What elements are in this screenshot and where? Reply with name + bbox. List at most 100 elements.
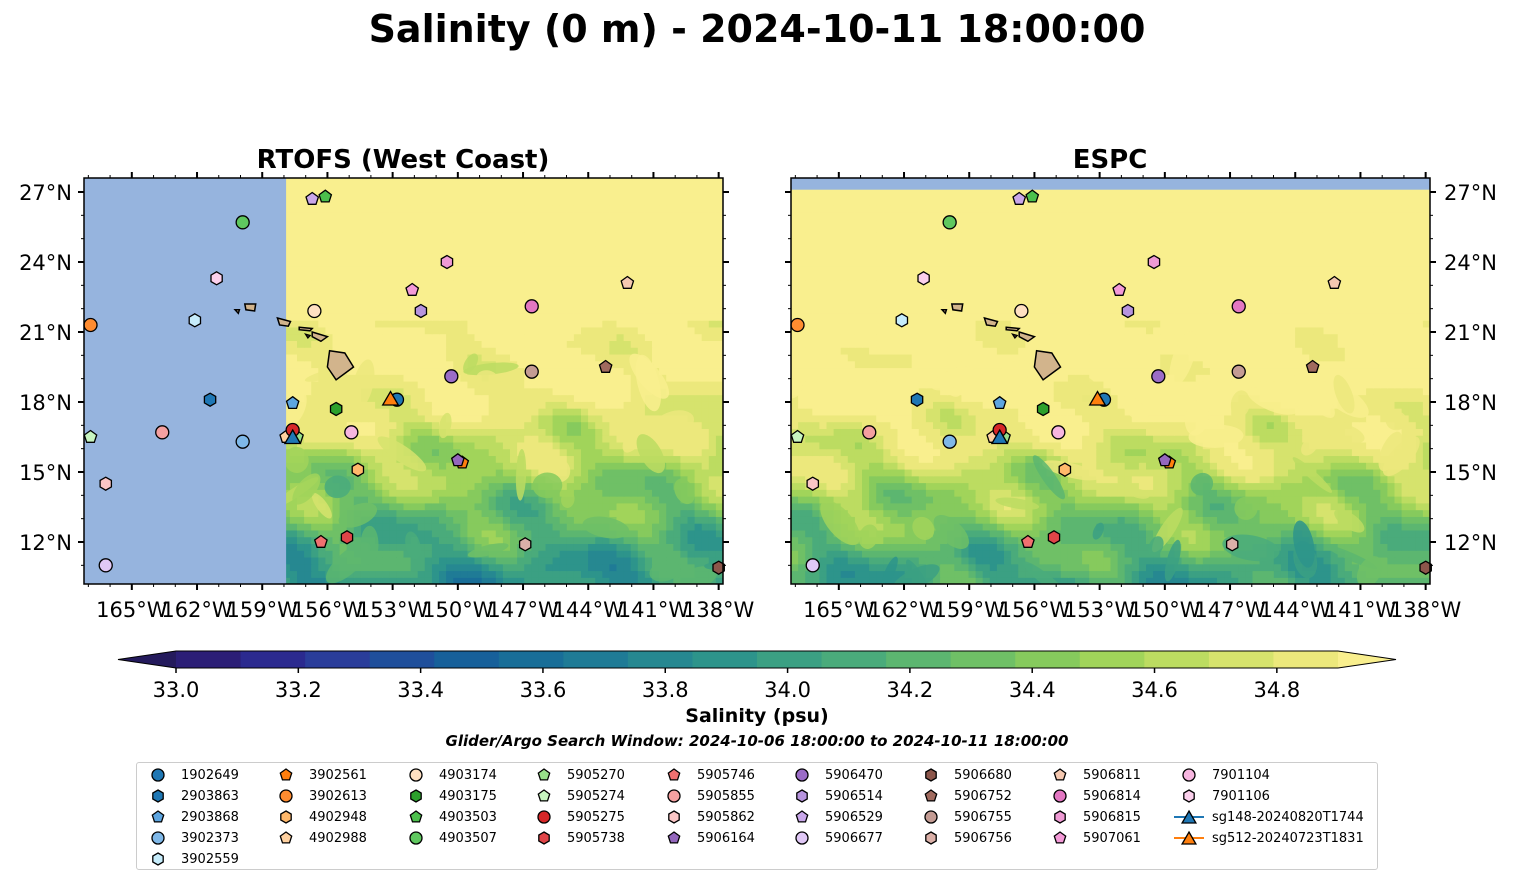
- field-cell: [368, 347, 376, 355]
- field-cell: [552, 441, 561, 450]
- field-cell: [446, 320, 454, 328]
- field-cell: [637, 489, 646, 497]
- field-cell: [573, 550, 582, 558]
- field-cell: [297, 225, 305, 233]
- field-cell: [368, 272, 376, 281]
- field-cell: [389, 218, 397, 226]
- field-cell: [701, 455, 710, 463]
- field-cell: [666, 265, 674, 274]
- field-cell: [353, 286, 362, 294]
- field-cell: [694, 556, 703, 565]
- field-cell: [495, 502, 504, 511]
- field-cell: [637, 340, 646, 348]
- field-cell: [282, 570, 291, 578]
- field-cell: [545, 238, 554, 247]
- field-cell: [389, 468, 397, 477]
- field-cell: [623, 496, 632, 504]
- field-cell: [659, 211, 667, 220]
- field-cell: [346, 462, 355, 470]
- field-cell: [431, 401, 440, 409]
- field-cell: [581, 577, 589, 584]
- field-cell: [517, 259, 525, 267]
- field-cell: [396, 265, 405, 274]
- field-cell: [666, 286, 674, 294]
- field-cell: [495, 455, 504, 463]
- field-cell: [510, 299, 518, 308]
- field-cell: [630, 272, 639, 281]
- field-cell: [389, 563, 397, 572]
- field-cell: [644, 265, 653, 274]
- field-cell: [609, 306, 618, 314]
- field-cell: [311, 401, 319, 409]
- field-cell: [666, 360, 674, 369]
- field-cell: [630, 408, 639, 416]
- field-cell: [410, 489, 419, 497]
- field-cell: [325, 340, 334, 348]
- field-cell: [573, 448, 582, 457]
- field-cell: [616, 455, 625, 463]
- field-cell: [602, 577, 610, 584]
- field-cell: [673, 313, 681, 321]
- field-cell: [360, 313, 369, 321]
- field-cell: [431, 238, 440, 247]
- field-cell: [325, 462, 334, 470]
- field-cell: [566, 340, 575, 348]
- field-cell: [559, 421, 568, 429]
- field-cell: [510, 482, 518, 490]
- field-cell: [339, 496, 348, 504]
- field-cell: [318, 516, 326, 524]
- field-cell: [652, 556, 660, 565]
- field-cell: [368, 225, 376, 233]
- field-cell: [346, 272, 355, 281]
- field-cell: [332, 333, 341, 341]
- field-cell: [630, 245, 639, 254]
- field-cell: [573, 272, 582, 281]
- field-cell: [659, 225, 667, 233]
- field-cell: [453, 441, 461, 450]
- field-cell: [403, 245, 412, 254]
- field-cell: [474, 468, 483, 477]
- field-cell: [453, 536, 461, 544]
- field-cell: [666, 489, 674, 497]
- field-cell: [481, 462, 490, 470]
- field-cell: [524, 313, 532, 321]
- field-cell: [424, 394, 433, 402]
- field-cell: [602, 279, 610, 287]
- field-cell: [673, 299, 681, 308]
- field-cell: [616, 218, 625, 226]
- field-cell: [474, 326, 483, 335]
- field-cell: [566, 482, 575, 490]
- field-cell: [282, 475, 291, 484]
- field-cell: [517, 577, 525, 584]
- field-cell: [474, 313, 483, 321]
- field-cell: [566, 245, 575, 254]
- field-cell: [609, 468, 618, 477]
- field-cell: [616, 387, 625, 396]
- field-cell: [559, 502, 568, 511]
- field-cell: [517, 313, 525, 321]
- field-cell: [481, 272, 490, 281]
- field-cell: [474, 577, 483, 584]
- field-cell: [417, 360, 426, 369]
- field-cell: [708, 272, 717, 281]
- field-cell: [431, 326, 440, 335]
- field-cell: [446, 482, 454, 490]
- field-cell: [602, 272, 610, 281]
- field-cell: [602, 211, 610, 220]
- field-cell: [510, 401, 518, 409]
- field-cell: [289, 360, 298, 369]
- field-cell: [474, 387, 483, 396]
- field-cell: [417, 218, 426, 226]
- field-cell: [368, 408, 376, 416]
- field-cell: [673, 455, 681, 463]
- field-cell: [694, 299, 703, 308]
- field-cell: [410, 347, 419, 355]
- field-cell: [701, 347, 710, 355]
- field-cell: [424, 238, 433, 247]
- field-cell: [602, 401, 610, 409]
- field-cell: [595, 570, 603, 578]
- field-cell: [652, 550, 660, 558]
- field-cell: [474, 536, 483, 544]
- field-cell: [687, 374, 696, 382]
- field-cell: [360, 238, 369, 247]
